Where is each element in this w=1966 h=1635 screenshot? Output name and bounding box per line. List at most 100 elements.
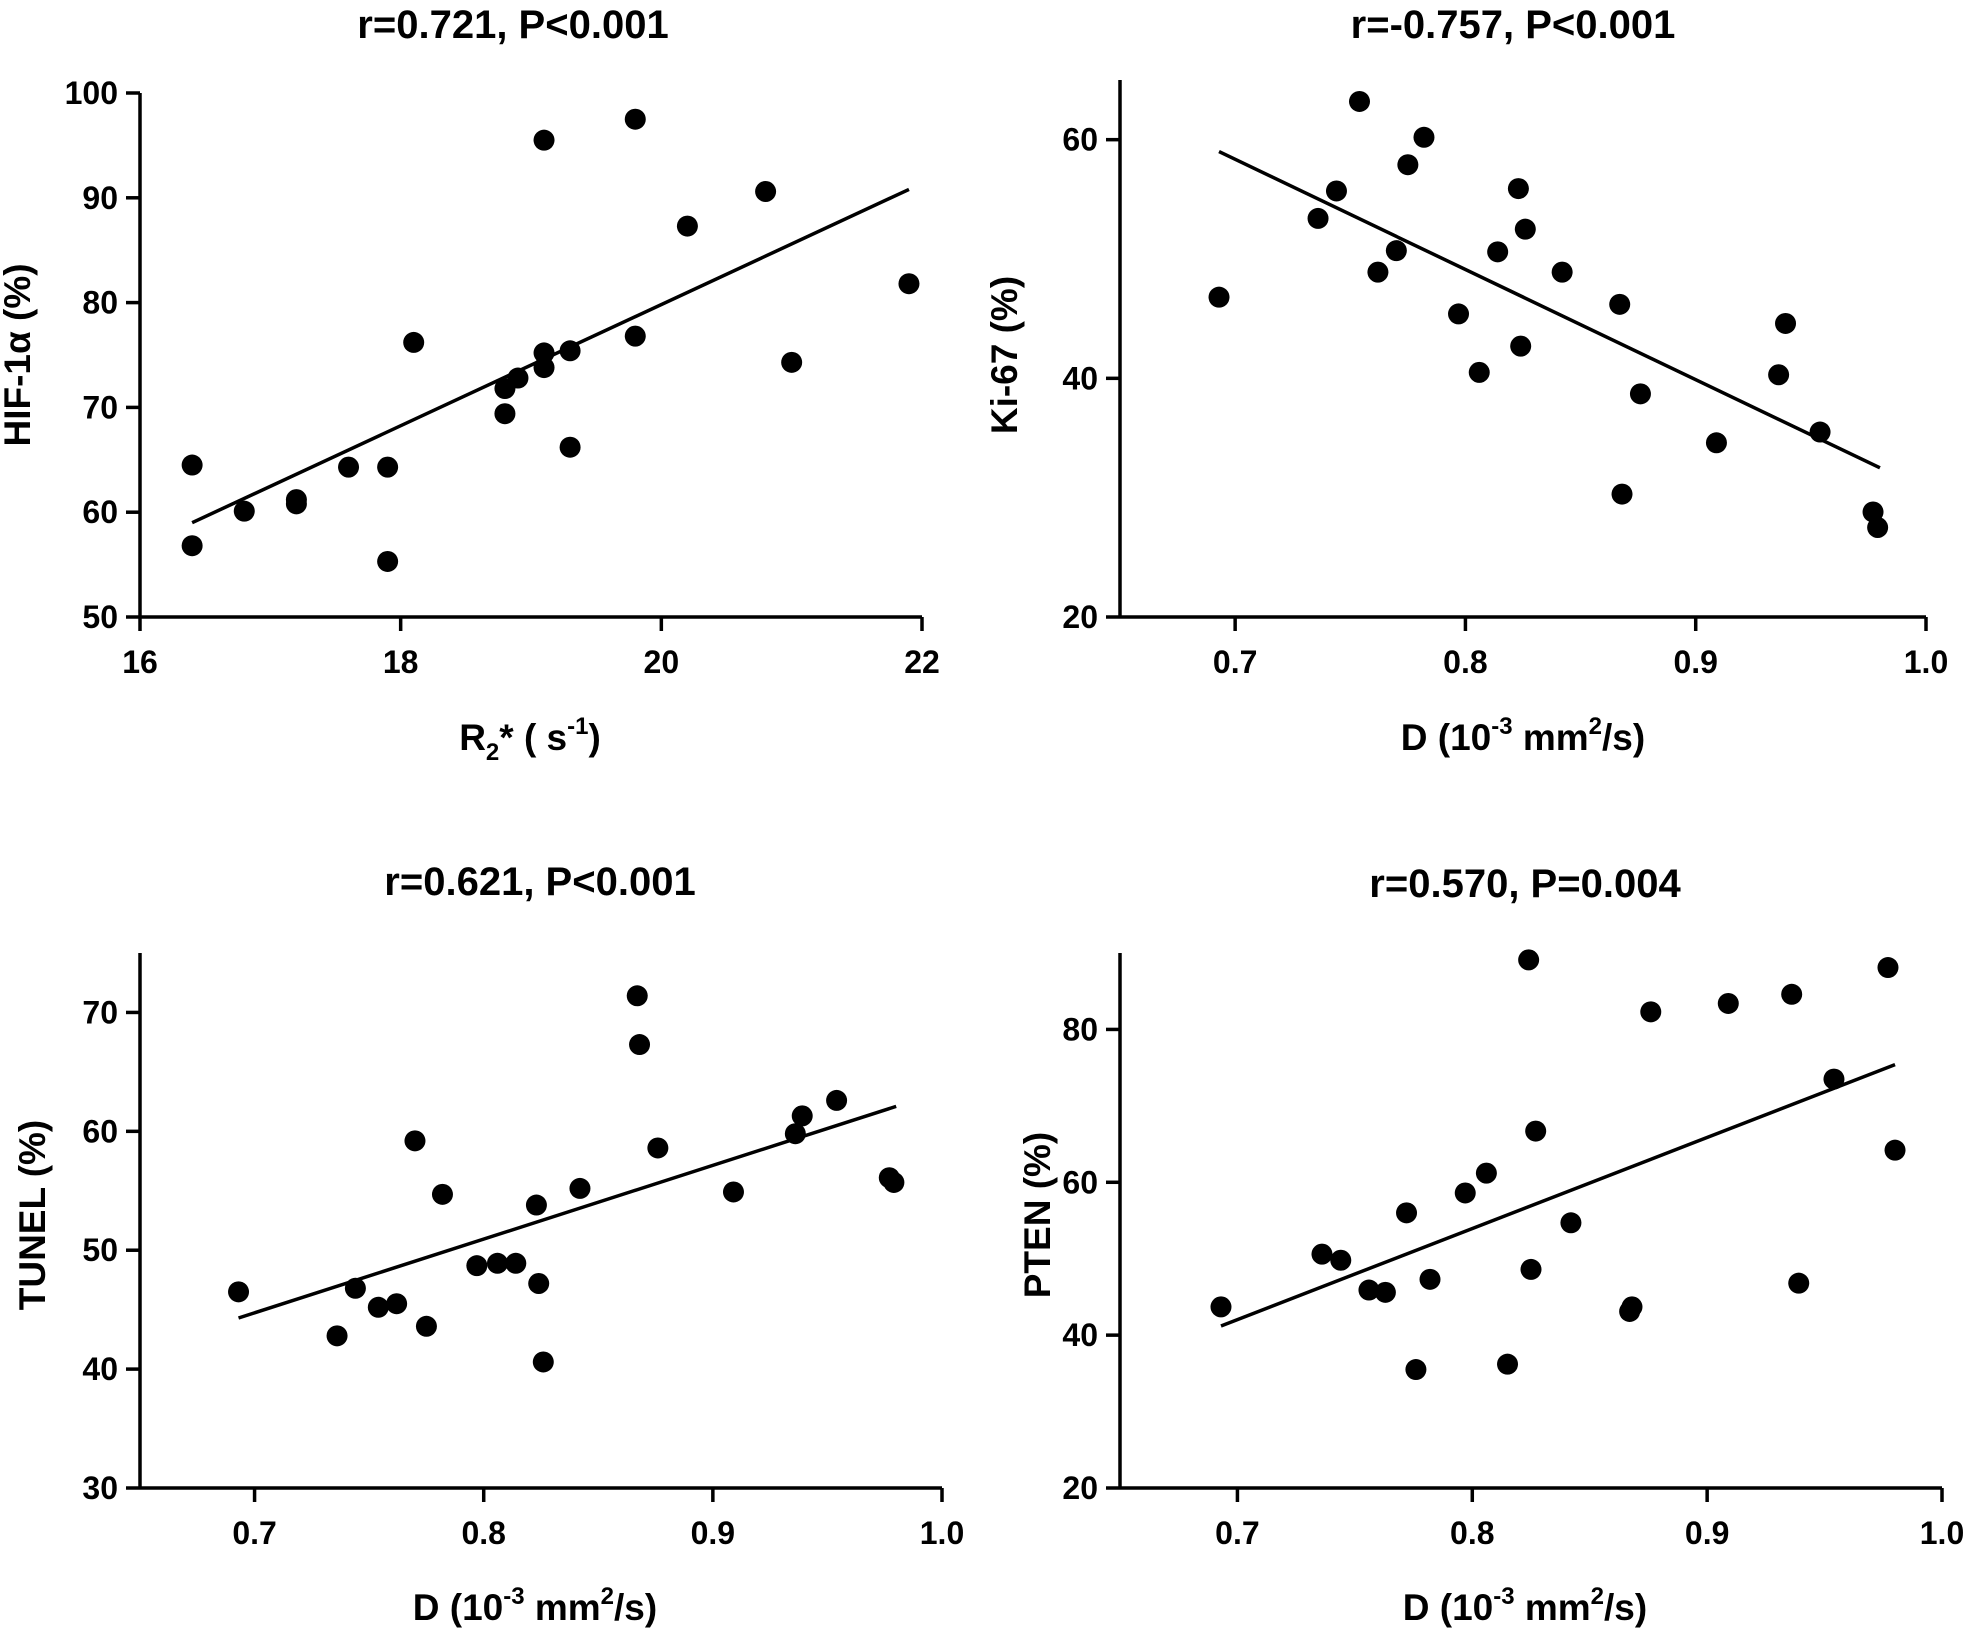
x-axis-label-part: mm bbox=[1513, 717, 1589, 758]
y-tick-label: 80 bbox=[1062, 1011, 1098, 1047]
data-point bbox=[898, 273, 920, 295]
data-point bbox=[1705, 432, 1727, 454]
data-point bbox=[415, 1315, 437, 1337]
data-point bbox=[1611, 483, 1633, 505]
y-axis-label: HIF-1α (%) bbox=[0, 263, 38, 446]
data-point bbox=[1358, 1279, 1380, 1301]
x-tick-label: 16 bbox=[122, 644, 158, 680]
data-point bbox=[1311, 1243, 1333, 1265]
data-point bbox=[1454, 1182, 1476, 1204]
data-point bbox=[285, 493, 307, 515]
data-point bbox=[1374, 1281, 1396, 1303]
data-point bbox=[1325, 180, 1347, 202]
data-point bbox=[505, 1252, 527, 1274]
data-point bbox=[559, 436, 581, 458]
data-point bbox=[1468, 361, 1490, 383]
data-point bbox=[559, 340, 581, 362]
data-point bbox=[181, 535, 203, 557]
x-tick-label: 1.0 bbox=[1920, 1515, 1964, 1551]
y-tick-label: 60 bbox=[1062, 122, 1098, 158]
x-tick-label: 20 bbox=[644, 644, 680, 680]
data-point bbox=[1348, 90, 1370, 112]
data-point bbox=[1788, 1272, 1810, 1294]
data-point bbox=[486, 1252, 508, 1274]
data-point bbox=[1405, 1359, 1427, 1381]
y-tick-label: 70 bbox=[82, 994, 118, 1030]
y-axis-label: Ki-67 (%) bbox=[984, 276, 1025, 434]
data-point bbox=[377, 550, 399, 572]
y-tick-label: 70 bbox=[82, 389, 118, 425]
x-axis-label: D (10-3 mm2/s) bbox=[413, 1583, 657, 1628]
data-point bbox=[1419, 1268, 1441, 1290]
y-tick-label: 40 bbox=[1062, 1317, 1098, 1353]
x-axis-label-part: 2 bbox=[1589, 713, 1602, 740]
data-point bbox=[326, 1325, 348, 1347]
data-point bbox=[1330, 1249, 1352, 1271]
data-point bbox=[1621, 1296, 1643, 1318]
y-tick-label: 20 bbox=[1062, 599, 1098, 635]
x-axis-label-part: D (10 bbox=[413, 1587, 503, 1628]
y-tick-label: 80 bbox=[82, 285, 118, 321]
x-axis-label-part: -3 bbox=[1493, 1583, 1514, 1610]
chart-title: r=-0.757, P<0.001 bbox=[1351, 3, 1676, 47]
data-point bbox=[1809, 421, 1831, 443]
x-tick-label: 0.8 bbox=[1443, 644, 1487, 680]
data-point bbox=[1609, 293, 1631, 315]
x-axis-label-part: D (10 bbox=[1401, 717, 1491, 758]
x-tick-label: 0.8 bbox=[1450, 1515, 1494, 1551]
data-point bbox=[181, 454, 203, 476]
chart-title: r=0.721, P<0.001 bbox=[357, 3, 668, 47]
y-tick-label: 20 bbox=[1062, 1470, 1098, 1506]
data-point bbox=[1884, 1139, 1906, 1161]
chart-title: r=0.621, P<0.001 bbox=[384, 860, 695, 904]
x-tick-label: 1.0 bbox=[1904, 644, 1948, 680]
x-axis-label-part: 2 bbox=[486, 739, 499, 766]
y-tick-label: 50 bbox=[82, 1232, 118, 1268]
data-point bbox=[1551, 261, 1573, 283]
data-point bbox=[1629, 383, 1651, 405]
y-tick-label: 100 bbox=[65, 75, 118, 111]
data-point bbox=[1520, 1258, 1542, 1280]
data-point bbox=[404, 1130, 426, 1152]
data-point bbox=[533, 357, 555, 379]
data-point bbox=[755, 181, 777, 203]
data-point bbox=[626, 985, 648, 1007]
y-tick-label: 90 bbox=[82, 180, 118, 216]
y-axis-label: TUNEL (%) bbox=[12, 1120, 53, 1310]
panel-tunel-vs-d: r=0.621, P<0.001 30 40 50 60 70 0.7 0.8 0.9 1.0 TU… bbox=[12, 860, 964, 1628]
x-axis-label-part: mm bbox=[525, 1587, 601, 1628]
y-tick-label: 60 bbox=[82, 494, 118, 530]
data-point bbox=[528, 1273, 550, 1295]
data-point bbox=[1507, 178, 1529, 200]
data-point bbox=[676, 215, 698, 237]
data-point bbox=[1208, 286, 1230, 308]
data-point bbox=[1448, 303, 1470, 325]
x-tick-label: 0.9 bbox=[691, 1515, 735, 1551]
x-axis-label-part: -1 bbox=[567, 713, 588, 740]
regression-line bbox=[1220, 1062, 1896, 1328]
data-point bbox=[533, 342, 555, 364]
x-axis-label-part: 2 bbox=[1591, 1583, 1604, 1610]
data-point bbox=[1487, 241, 1509, 263]
data-point bbox=[1768, 364, 1790, 386]
x-axis-label: R2* ( s-1) bbox=[459, 713, 601, 766]
chart-title: r=0.570, P=0.004 bbox=[1369, 862, 1681, 906]
data-point bbox=[624, 325, 646, 347]
data-point bbox=[1385, 240, 1407, 262]
data-point bbox=[344, 1277, 366, 1299]
x-axis-label-part: 2 bbox=[601, 1583, 614, 1610]
x-tick-label: 0.7 bbox=[232, 1515, 276, 1551]
x-axis-label-part: D (10 bbox=[1403, 1587, 1493, 1628]
data-point bbox=[377, 456, 399, 478]
data-point bbox=[367, 1296, 389, 1318]
data-point bbox=[1396, 1202, 1418, 1224]
y-tick-label: 30 bbox=[82, 1470, 118, 1506]
data-point bbox=[403, 331, 425, 353]
data-point bbox=[1775, 312, 1797, 334]
data-point bbox=[784, 1123, 806, 1145]
data-point bbox=[1367, 261, 1389, 283]
x-axis-label-part: R bbox=[459, 717, 486, 758]
data-point bbox=[624, 108, 646, 130]
data-point bbox=[1525, 1120, 1547, 1142]
